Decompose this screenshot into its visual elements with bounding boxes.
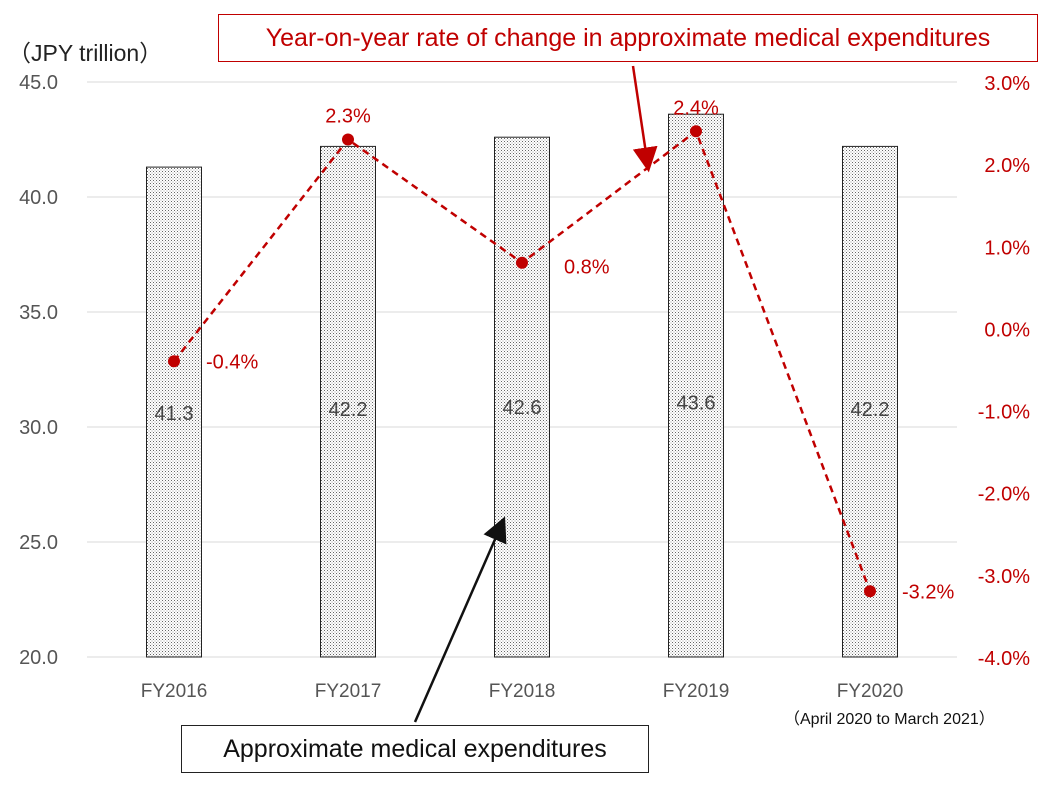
left-axis-unit-label: （JPY trillion） <box>8 40 163 66</box>
bar-value-label: 42.2 <box>329 399 368 421</box>
right-axis-tick-label: 2.0% <box>984 155 1030 177</box>
rate-point <box>168 355 180 368</box>
bar-fy2019 <box>668 113 724 658</box>
bar-fy2016 <box>146 166 202 658</box>
right-axis-tick-label: -2.0% <box>978 484 1030 506</box>
left-axis-tick-label: 35.0 <box>19 302 58 324</box>
line-callout-arrow <box>631 65 658 173</box>
rate-value-label: 2.4% <box>673 97 719 119</box>
x-axis-tick-label: FY2017 <box>315 681 382 702</box>
bar-value-label: 42.6 <box>503 397 542 419</box>
bar-value-label: 41.3 <box>155 403 194 425</box>
bar-fy2018 <box>494 136 550 658</box>
line-series-callout: Year-on-year rate of change in approxima… <box>218 14 1038 62</box>
bar-value-label: 43.6 <box>677 392 716 414</box>
bar-callout-arrow <box>413 516 507 723</box>
bar-fy2017 <box>320 145 376 658</box>
right-axis-tick-label: 3.0% <box>984 73 1030 95</box>
bar-value-label: 42.2 <box>851 399 890 421</box>
right-axis-tick-label: -4.0% <box>978 648 1030 670</box>
rate-value-label: -0.4% <box>206 351 258 373</box>
left-axis-tick-label: 25.0 <box>19 532 58 554</box>
right-axis-tick-label: -1.0% <box>978 402 1030 424</box>
rate-value-label: 0.8% <box>564 257 610 279</box>
rate-value-label: 2.3% <box>325 106 371 128</box>
right-axis-tick-label: 0.0% <box>984 319 1030 341</box>
x-axis-tick-label: FY2020 <box>837 681 904 702</box>
x-axis-tick-label: FY2018 <box>489 681 556 702</box>
bar-series-callout: Approximate medical expenditures <box>181 725 649 773</box>
right-axis-tick-label: -3.0% <box>978 566 1030 588</box>
rate-point <box>690 125 702 138</box>
left-axis-tick-label: 40.0 <box>19 187 58 209</box>
rate-point <box>342 133 354 146</box>
right-axis-tick-label: 1.0% <box>984 237 1030 259</box>
bar-fy2020 <box>842 145 898 658</box>
left-axis-tick-label: 20.0 <box>19 647 58 669</box>
x-axis-tick-label: FY2016 <box>141 681 208 702</box>
rate-point <box>516 256 528 269</box>
fy2020-period-note: （April 2020 to March 2021） <box>784 711 995 728</box>
rate-value-label: -3.2% <box>902 581 954 603</box>
left-axis-tick-label: 30.0 <box>19 417 58 439</box>
rate-point <box>864 585 876 598</box>
left-axis-tick-label: 45.0 <box>19 72 58 94</box>
x-axis-tick-label: FY2019 <box>663 681 730 702</box>
